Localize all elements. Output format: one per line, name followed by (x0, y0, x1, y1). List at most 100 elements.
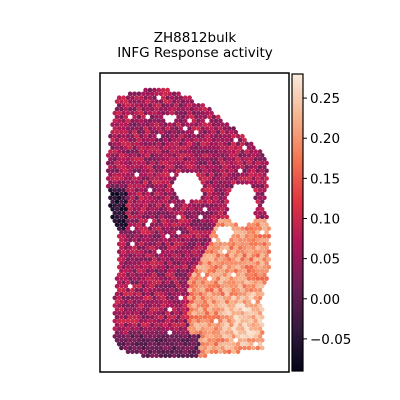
heatmap-spot (116, 334, 122, 339)
heatmap-spot (125, 234, 131, 239)
heatmap-spot (235, 264, 241, 270)
heatmap-spot (130, 295, 135, 301)
heatmap-spot (180, 153, 186, 158)
heatmap-spot (191, 118, 197, 124)
heatmap-spot (248, 157, 254, 162)
heatmap-spot (213, 118, 219, 124)
heatmap-spot (163, 268, 168, 274)
heatmap-spot (121, 341, 126, 347)
heatmap-spot (125, 264, 131, 270)
heatmap-spot (255, 153, 261, 158)
heatmap-spot (235, 241, 241, 247)
heatmap-spot (220, 253, 225, 258)
heatmap-spot (202, 276, 208, 281)
heatmap-spot (259, 307, 265, 312)
heatmap-spot (178, 210, 184, 216)
heatmap-spot (231, 180, 236, 185)
heatmap-spot (204, 334, 210, 339)
heatmap-spot (220, 145, 225, 150)
heatmap-spot (110, 191, 115, 197)
heatmap-spot (207, 345, 212, 351)
heatmap-spot (134, 326, 140, 332)
heatmap-spot (116, 133, 122, 139)
heatmap-spot (237, 237, 243, 243)
heatmap-spot (255, 214, 261, 220)
heatmap-spot (178, 257, 184, 262)
heatmap-spot (163, 345, 168, 351)
heatmap-spot (200, 287, 206, 293)
heatmap-spot (207, 130, 212, 135)
heatmap-spot (160, 195, 166, 201)
heatmap-spot (240, 257, 245, 262)
heatmap-spot (244, 287, 250, 293)
heatmap-spot (189, 145, 195, 150)
heatmap-spot (193, 237, 199, 243)
heatmap-spot (182, 226, 188, 231)
heatmap-spot (154, 91, 159, 97)
heatmap-spot (141, 253, 146, 258)
heatmap-spot (163, 230, 168, 235)
heatmap-spot (169, 126, 175, 131)
heatmap-spot (152, 141, 157, 147)
heatmap-spot (191, 280, 197, 285)
heatmap-spot (182, 110, 188, 116)
heatmap-spot (187, 203, 192, 208)
heatmap-spot (231, 341, 236, 347)
heatmap-spot (204, 241, 210, 247)
heatmap-spot (176, 222, 181, 227)
heatmap-spot (255, 191, 261, 197)
heatmap-spot (251, 322, 256, 328)
heatmap-spot (202, 222, 208, 227)
heatmap-spot (224, 168, 230, 174)
heatmap-spot (171, 145, 177, 150)
heatmap-spot (255, 276, 261, 281)
heatmap-spot (198, 114, 203, 120)
heatmap-spot (204, 133, 210, 139)
heatmap-spot (134, 157, 140, 162)
heatmap-spot (229, 137, 234, 143)
heatmap-spot (112, 218, 118, 224)
heatmap-spot (262, 249, 267, 254)
heatmap-spot (149, 153, 155, 158)
heatmap-spot (145, 345, 151, 351)
heatmap-spot (121, 103, 126, 108)
heatmap-spot (200, 241, 206, 247)
heatmap-spot (132, 284, 137, 289)
heatmap-spot (119, 153, 124, 158)
heatmap-spot (114, 322, 120, 328)
heatmap-spot (145, 91, 151, 97)
heatmap-spot (174, 195, 179, 201)
heatmap-spot (134, 133, 140, 139)
heatmap-spot (178, 218, 184, 224)
heatmap-spot (123, 299, 129, 305)
heatmap-spot (167, 122, 173, 127)
heatmap-spot (264, 176, 269, 181)
heatmap-spot (204, 210, 210, 216)
heatmap-spot (145, 307, 151, 312)
heatmap-spot (145, 137, 151, 143)
heatmap-spot (154, 214, 159, 220)
heatmap-spot (191, 110, 197, 116)
heatmap-spot (127, 230, 133, 235)
heatmap-spot (167, 237, 173, 243)
heatmap-spot (189, 353, 195, 359)
heatmap-spot (229, 245, 234, 251)
heatmap-spot (138, 272, 144, 278)
heatmap-spot (132, 183, 137, 189)
heatmap-spot (112, 187, 118, 193)
heatmap-spot (163, 168, 168, 174)
heatmap-spot (154, 322, 159, 328)
heatmap-spot (156, 280, 162, 285)
heatmap-spot (123, 245, 129, 251)
heatmap-spot (224, 222, 230, 227)
heatmap-spot (145, 314, 151, 320)
heatmap-spot (187, 103, 192, 108)
heatmap-spot (116, 264, 122, 270)
heatmap-spot (211, 191, 217, 197)
heatmap-spot (202, 253, 208, 258)
heatmap-spot (187, 157, 192, 162)
heatmap-spot (185, 260, 190, 266)
heatmap-spot (198, 322, 203, 328)
heatmap-spot (143, 249, 148, 254)
heatmap-spot (191, 203, 197, 208)
